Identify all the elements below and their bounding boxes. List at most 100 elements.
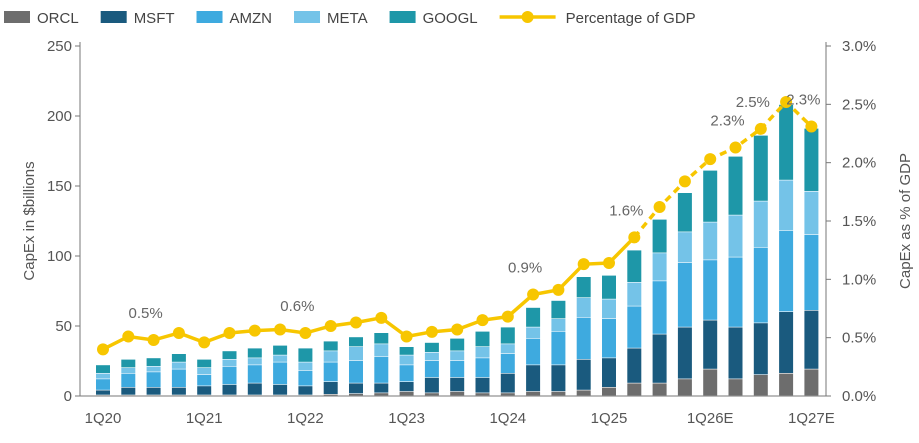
x-tick-label: 1Q24 <box>489 410 526 427</box>
y-tick-label: 50 <box>55 318 72 335</box>
bar-amzn <box>653 281 667 334</box>
x-tick-label: 1Q21 <box>186 410 223 427</box>
bar-meta <box>526 327 540 338</box>
gdp-point <box>299 327 311 339</box>
bar-googl <box>425 343 439 352</box>
bar-msft <box>197 386 211 395</box>
bar-meta <box>273 355 287 361</box>
bar-amzn <box>121 374 135 387</box>
bar-amzn <box>248 365 262 383</box>
bar-googl <box>602 276 616 299</box>
y-tick-label: 100 <box>47 248 72 265</box>
pct-label: 0.9% <box>508 260 542 277</box>
gdp-point <box>552 284 564 296</box>
bar-amzn <box>754 248 768 323</box>
bar-googl <box>526 308 540 327</box>
legend-swatch-amzn <box>197 11 223 23</box>
y-right-tick-label: 0.0% <box>842 388 876 405</box>
legend-label-amzn: AMZN <box>230 10 273 27</box>
bar-googl <box>779 105 793 180</box>
bar-msft <box>602 358 616 387</box>
bar-msft <box>425 378 439 393</box>
bar-amzn <box>273 362 287 384</box>
bar-meta <box>324 351 338 362</box>
bar-googl <box>577 277 591 297</box>
gdp-point <box>274 324 286 336</box>
gdp-point <box>173 327 185 339</box>
bar-amzn <box>577 318 591 359</box>
gdp-point <box>401 331 413 343</box>
gdp-point <box>426 326 438 338</box>
bar-amzn <box>324 362 338 381</box>
x-tick-label: 1Q25 <box>591 410 628 427</box>
pct-label: 0.5% <box>128 305 162 322</box>
bar-meta <box>298 362 312 370</box>
bar-googl <box>121 360 135 368</box>
y-tick-label: 250 <box>47 38 72 55</box>
bar-googl <box>551 301 565 319</box>
bar-msft <box>172 388 186 395</box>
bar-amzn <box>450 361 464 377</box>
bar-googl <box>197 360 211 368</box>
y-tick-label: 150 <box>47 178 72 195</box>
bar-googl <box>754 136 768 201</box>
legend-label-googl: GOOGL <box>423 10 478 27</box>
bar-googl <box>400 347 414 355</box>
bar-orcl <box>526 392 540 396</box>
gdp-point <box>122 331 134 343</box>
gdp-point <box>805 121 817 133</box>
bar-orcl <box>400 392 414 396</box>
bar-googl <box>223 351 237 359</box>
bar-googl <box>273 346 287 355</box>
bar-orcl <box>551 392 565 396</box>
pct-label: 0.6% <box>280 298 314 315</box>
bar-amzn <box>172 369 186 387</box>
bar-msft <box>653 334 667 382</box>
bar-meta <box>172 362 186 368</box>
bar-meta <box>729 215 743 256</box>
y-axis-title: CapEx in $billions <box>21 161 38 280</box>
bar-orcl <box>754 375 768 395</box>
gdp-point <box>755 123 767 135</box>
bar-meta <box>653 253 667 280</box>
bar-amzn <box>526 339 540 365</box>
bar-msft <box>298 386 312 395</box>
bar-orcl <box>349 394 363 396</box>
bar-msft <box>551 365 565 391</box>
bar-orcl <box>779 374 793 396</box>
bar-meta <box>223 360 237 366</box>
bar-amzn <box>779 231 793 312</box>
gdp-point <box>704 153 716 165</box>
bar-googl <box>627 250 641 282</box>
bar-googl <box>729 157 743 215</box>
bar-amzn <box>425 361 439 377</box>
bar-msft <box>324 382 338 394</box>
bar-amzn <box>223 367 237 385</box>
pct-label: 2.3% <box>710 113 744 130</box>
gdp-point <box>603 257 615 269</box>
bar-googl <box>703 171 717 222</box>
bar-amzn <box>703 260 717 320</box>
legend-label-orcl: ORCL <box>37 10 79 27</box>
bar-meta <box>476 347 490 358</box>
gdp-point <box>578 258 590 270</box>
bar-msft <box>501 374 515 393</box>
y-right-tick-label: 0.5% <box>842 330 876 347</box>
bar-msft <box>121 388 135 395</box>
gdp-point <box>527 289 539 301</box>
bar-meta <box>577 298 591 317</box>
bar-meta <box>501 344 515 353</box>
gdp-point <box>477 314 489 326</box>
bar-amzn <box>678 263 692 327</box>
bar-amzn <box>804 235 818 310</box>
bar-msft <box>754 323 768 374</box>
bar-orcl <box>450 392 464 396</box>
gdp-point <box>224 327 236 339</box>
bar-orcl <box>703 369 717 395</box>
bar-msft <box>476 378 490 393</box>
bar-orcl <box>425 393 439 395</box>
pct-label: 1.6% <box>609 202 643 219</box>
bar-orcl <box>324 395 338 396</box>
bar-orcl <box>501 393 515 395</box>
